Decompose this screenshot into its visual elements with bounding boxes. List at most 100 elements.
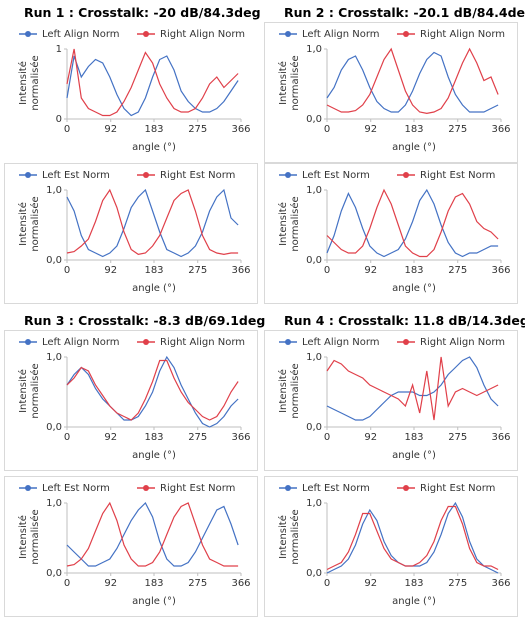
legend-marker bbox=[143, 172, 149, 178]
x-axis-label: angle (°) bbox=[132, 142, 176, 153]
x-tick-label: 366 bbox=[491, 124, 510, 135]
x-tick-label: 92 bbox=[104, 265, 117, 276]
x-axis-label: angle (°) bbox=[392, 142, 436, 153]
legend-marker bbox=[285, 31, 291, 37]
chart: Left Est Norm Right Est Norm 0,0 1,0 0 92 183 2… bbox=[19, 170, 251, 294]
x-tick-label: 0 bbox=[324, 124, 330, 135]
chart-panel: Left Align Norm Right Align Norm 0,0 1,0 0 92… bbox=[4, 330, 258, 471]
data-line bbox=[326, 356, 499, 421]
y-axis-label: Intensité normalisée bbox=[18, 55, 41, 111]
x-tick-label: 92 bbox=[364, 265, 377, 276]
legend-marker bbox=[285, 339, 291, 345]
chart-panel: Left Est Norm Right Est Norm 0,0 1,0 0 92 183 2… bbox=[264, 476, 518, 617]
x-axis-label: angle (°) bbox=[132, 450, 176, 461]
y-tick-label: 0,0 bbox=[46, 255, 62, 266]
legend-marker bbox=[25, 172, 31, 178]
data-line bbox=[66, 355, 239, 428]
y-axis-label: Intensité normalisée bbox=[18, 363, 41, 419]
x-tick-label: 275 bbox=[448, 432, 467, 443]
x-tick-label: 0 bbox=[324, 578, 330, 589]
legend-label: Right Est Norm bbox=[420, 170, 495, 181]
x-tick-label: 366 bbox=[491, 578, 510, 589]
x-tick-label: 275 bbox=[188, 578, 207, 589]
run-title: Run 1 : Crosstalk: -20 dB/84.3deg bbox=[24, 5, 261, 20]
data-line bbox=[326, 505, 499, 571]
legend-marker bbox=[143, 339, 149, 345]
legend-marker bbox=[403, 31, 409, 37]
x-tick-label: 366 bbox=[231, 124, 250, 135]
y-axis-label: Intensité normalisée bbox=[278, 55, 301, 111]
run-title: Run 3 : Crosstalk: -8.3 dB/69.1deg bbox=[24, 313, 266, 328]
x-tick-label: 183 bbox=[404, 265, 423, 276]
legend-label: Left Align Norm bbox=[42, 337, 120, 348]
x-tick-label: 366 bbox=[231, 432, 250, 443]
x-tick-label: 0 bbox=[64, 124, 70, 135]
y-tick-label: 1,0 bbox=[46, 185, 62, 196]
legend-label: Left Est Norm bbox=[302, 483, 370, 494]
x-tick-label: 183 bbox=[144, 265, 163, 276]
legend-label: Right Est Norm bbox=[420, 483, 495, 494]
y-tick-label: 1 bbox=[56, 44, 62, 55]
legend-label: Right Align Norm bbox=[420, 29, 505, 40]
data-line bbox=[326, 356, 499, 421]
legend-label: Right Est Norm bbox=[160, 483, 235, 494]
chart-panel: Left Align Norm Right Align Norm 0 1 0 92 183 2… bbox=[4, 22, 258, 163]
data-line bbox=[326, 188, 499, 258]
chart: Left Est Norm Right Est Norm 0,0 1,0 0 92 183 2… bbox=[19, 483, 251, 607]
legend-marker bbox=[143, 31, 149, 37]
y-tick-label: 0,0 bbox=[306, 568, 322, 579]
legend-label: Right Align Norm bbox=[420, 337, 505, 348]
x-tick-label: 275 bbox=[188, 265, 207, 276]
y-tick-label: 1,0 bbox=[306, 185, 322, 196]
x-tick-label: 366 bbox=[491, 265, 510, 276]
data-line bbox=[326, 501, 499, 574]
legend-marker bbox=[403, 172, 409, 178]
legend-marker bbox=[25, 339, 31, 345]
y-axis-label: Intensité normalisée bbox=[18, 196, 41, 252]
run-title: Run 4 : Crosstalk: 11.8 dB/14.3deg bbox=[284, 313, 525, 328]
chart-panel: Left Est Norm Right Est Norm 0,0 1,0 0 92 183 2… bbox=[264, 163, 518, 304]
legend-label: Right Est Norm bbox=[160, 170, 235, 181]
chart: Left Est Norm Right Est Norm 0,0 1,0 0 92 183 2… bbox=[279, 170, 511, 294]
data-line bbox=[66, 188, 239, 258]
y-tick-label: 1,0 bbox=[46, 352, 62, 363]
x-tick-label: 183 bbox=[404, 432, 423, 443]
y-axis-label: Intensité normalisée bbox=[278, 363, 301, 419]
y-tick-label: 1,0 bbox=[306, 44, 322, 55]
x-tick-label: 183 bbox=[404, 578, 423, 589]
data-line bbox=[66, 48, 239, 117]
x-axis-label: angle (°) bbox=[392, 283, 436, 294]
chart: Left Align Norm Right Align Norm 0,0 1,0 0 92… bbox=[279, 337, 511, 461]
chart: Left Align Norm Right Align Norm 0 1 0 92 183 2… bbox=[19, 29, 251, 153]
legend-label: Left Align Norm bbox=[302, 337, 380, 348]
run-title: Run 2 : Crosstalk: -20.1 dB/84.4deg bbox=[284, 5, 525, 20]
y-tick-label: 1,0 bbox=[306, 352, 322, 363]
x-tick-label: 0 bbox=[324, 265, 330, 276]
x-tick-label: 0 bbox=[64, 432, 70, 443]
x-tick-label: 183 bbox=[404, 124, 423, 135]
legend-marker bbox=[285, 485, 291, 491]
data-line bbox=[326, 51, 499, 113]
y-tick-label: 0,0 bbox=[306, 114, 322, 125]
x-tick-label: 183 bbox=[144, 432, 163, 443]
chart-panel: Left Align Norm Right Align Norm 0,0 1,0 0 92… bbox=[264, 330, 518, 471]
y-tick-label: 0,0 bbox=[306, 255, 322, 266]
legend-marker bbox=[285, 172, 291, 178]
y-tick-label: 0,0 bbox=[46, 422, 62, 433]
x-tick-label: 275 bbox=[188, 432, 207, 443]
x-tick-label: 183 bbox=[144, 124, 163, 135]
x-tick-label: 275 bbox=[448, 265, 467, 276]
x-tick-label: 92 bbox=[364, 124, 377, 135]
x-tick-label: 275 bbox=[188, 124, 207, 135]
x-tick-label: 183 bbox=[144, 578, 163, 589]
x-tick-label: 0 bbox=[64, 265, 70, 276]
legend-marker bbox=[403, 339, 409, 345]
y-tick-label: 0 bbox=[56, 114, 62, 125]
x-axis-label: angle (°) bbox=[392, 450, 436, 461]
x-tick-label: 366 bbox=[231, 578, 250, 589]
y-tick-label: 1,0 bbox=[306, 498, 322, 509]
legend-marker bbox=[403, 485, 409, 491]
x-tick-label: 0 bbox=[324, 432, 330, 443]
y-tick-label: 0,0 bbox=[46, 568, 62, 579]
